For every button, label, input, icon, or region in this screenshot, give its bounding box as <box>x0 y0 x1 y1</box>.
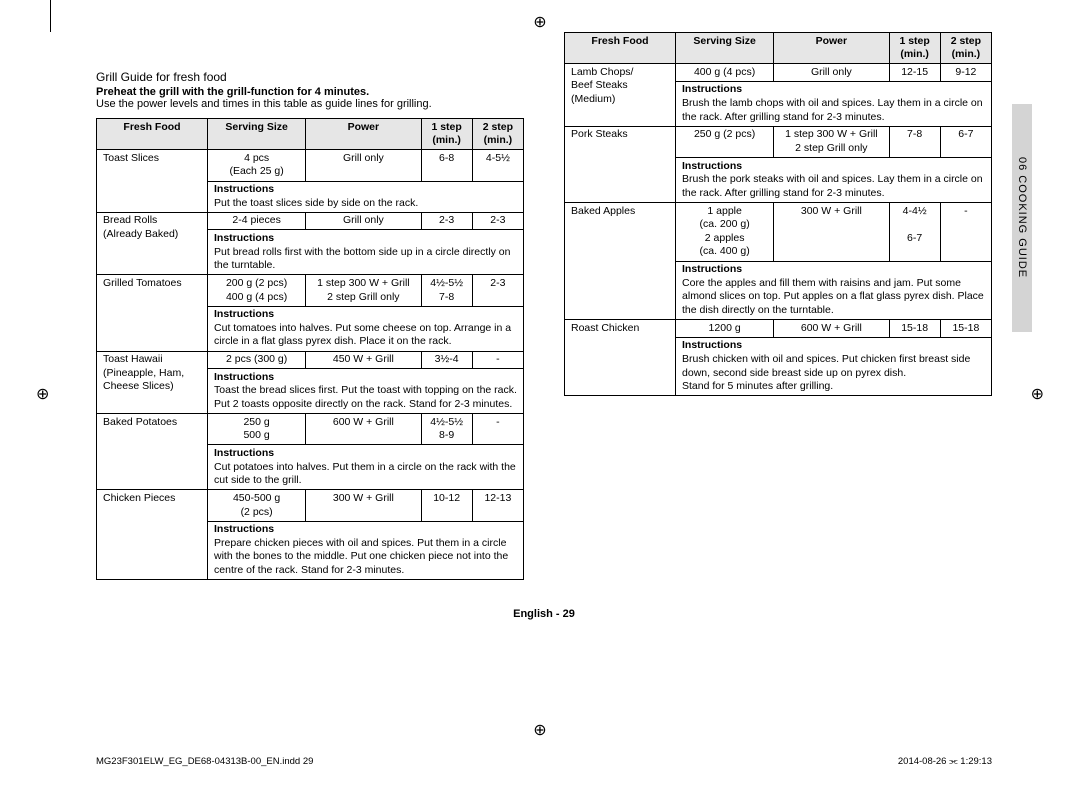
table-row: Roast Chicken 1200 g 600 W + Grill 15-18… <box>565 320 992 338</box>
table-row: Toast Hawaii(Pineapple, Ham,Cheese Slice… <box>97 351 524 369</box>
table-row: Bread Rolls(Already Baked) 2-4 pieces Gr… <box>97 212 524 230</box>
section-tab: 06 COOKING GUIDE <box>1012 104 1032 332</box>
col-power: Power <box>774 33 889 64</box>
table-row: Toast Slices 4 pcs(Each 25 g) Grill only… <box>97 150 524 181</box>
col-1step: 1 step(min.) <box>421 119 472 150</box>
table-row: Grilled Tomatoes 200 g (2 pcs)400 g (4 p… <box>97 275 524 306</box>
right-column: Fresh Food Serving Size Power 1 step(min… <box>564 24 992 580</box>
table-header-row: Fresh Food Serving Size Power 1 step(min… <box>565 33 992 64</box>
col-power: Power <box>306 119 421 150</box>
registration-mark-bottom: ⊕ <box>533 720 546 740</box>
registration-mark-right: ⊕ <box>1031 384 1044 404</box>
crop-mark <box>50 0 51 32</box>
registration-mark-top: ⊕ <box>533 12 546 32</box>
grill-table-2: Fresh Food Serving Size Power 1 step(min… <box>564 32 992 396</box>
section-tab-label: 06 COOKING GUIDE <box>1016 157 1028 278</box>
col-2step: 2 step(min.) <box>940 33 991 64</box>
table-row: Baked Apples 1 apple(ca. 200 g)2 apples(… <box>565 203 992 262</box>
col-serving-size: Serving Size <box>208 119 306 150</box>
preheat-instruction: Preheat the grill with the grill-functio… <box>96 86 369 98</box>
registration-mark-left: ⊕ <box>36 384 49 404</box>
col-fresh-food: Fresh Food <box>97 119 208 150</box>
intro-text: Use the power levels and times in this t… <box>96 98 432 110</box>
footer-left: MG23F301ELW_EG_DE68-04313B-00_EN.indd 29 <box>96 756 313 767</box>
print-footer: MG23F301ELW_EG_DE68-04313B-00_EN.indd 29… <box>96 756 992 767</box>
col-serving-size: Serving Size <box>676 33 774 64</box>
col-fresh-food: Fresh Food <box>565 33 676 64</box>
table-header-row: Fresh Food Serving Size Power 1 step(min… <box>97 119 524 150</box>
col-2step: 2 step(min.) <box>472 119 523 150</box>
page-footer-center: English - 29 <box>96 608 992 620</box>
table-row: Baked Potatoes 250 g500 g 600 W + Grill … <box>97 414 524 445</box>
table-row: Lamb Chops/Beef Steaks(Medium) 400 g (4 … <box>565 64 992 82</box>
section-title: Grill Guide for fresh food <box>96 70 524 84</box>
footer-right: 2014-08-26 ⫘ 1:29:13 <box>898 756 992 767</box>
table-row: Pork Steaks 250 g (2 pcs) 1 step 300 W +… <box>565 126 992 157</box>
table-row: Chicken Pieces 450-500 g(2 pcs) 300 W + … <box>97 490 524 521</box>
col-1step: 1 step(min.) <box>889 33 940 64</box>
grill-table-1: Fresh Food Serving Size Power 1 step(min… <box>96 118 524 580</box>
left-column: Grill Guide for fresh food Preheat the g… <box>96 24 524 580</box>
